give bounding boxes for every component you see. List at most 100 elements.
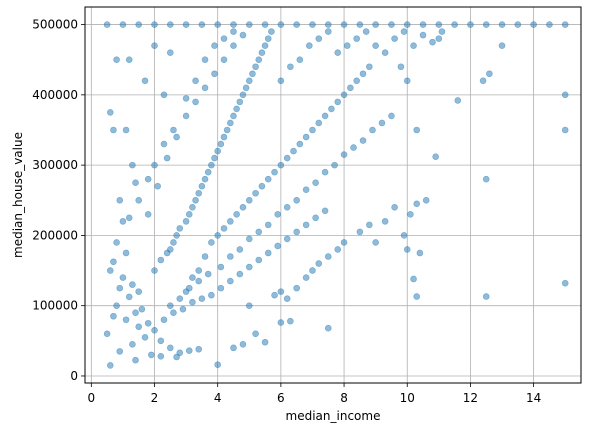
- data-point: [290, 147, 297, 155]
- data-point: [236, 98, 244, 106]
- data-point: [261, 338, 269, 346]
- data-point: [264, 175, 272, 183]
- data-point: [353, 35, 360, 42]
- x-tick-label: 0: [87, 391, 95, 405]
- data-point: [208, 291, 215, 299]
- data-point: [277, 77, 285, 85]
- data-point: [261, 42, 269, 49]
- data-point: [255, 228, 263, 236]
- data-point: [321, 112, 329, 120]
- data-point: [122, 126, 130, 134]
- data-point: [366, 221, 373, 229]
- data-point: [163, 154, 171, 162]
- x-tick-label: 8: [340, 391, 348, 405]
- data-point: [227, 277, 234, 285]
- data-point: [170, 126, 177, 134]
- data-point: [388, 112, 395, 120]
- data-point: [144, 175, 152, 183]
- data-point: [170, 239, 177, 246]
- data-point: [347, 84, 354, 92]
- data-point: [391, 203, 398, 211]
- x-tick-label: 4: [214, 391, 222, 405]
- data-point: [176, 349, 184, 357]
- data-point: [356, 21, 364, 28]
- data-point: [214, 147, 221, 155]
- data-point: [185, 211, 193, 218]
- data-point: [287, 63, 294, 71]
- data-point: [201, 56, 209, 64]
- data-point: [208, 239, 215, 246]
- data-point: [220, 56, 228, 64]
- data-point: [309, 267, 316, 274]
- data-point: [258, 49, 266, 56]
- data-point: [217, 140, 225, 148]
- data-point: [230, 42, 237, 49]
- data-point: [324, 253, 332, 260]
- data-point: [340, 151, 348, 158]
- x-axis-ticks: 0 2 4 6 8 10 12 14: [87, 383, 541, 405]
- data-point: [321, 207, 329, 215]
- data-point: [204, 270, 212, 278]
- data-point: [372, 239, 379, 246]
- data-point: [116, 284, 124, 292]
- data-point: [274, 211, 282, 218]
- data-point: [546, 21, 553, 28]
- data-point: [227, 218, 234, 225]
- data-point: [264, 221, 272, 229]
- data-point: [173, 232, 180, 239]
- data-point: [135, 323, 143, 331]
- data-point: [220, 133, 228, 141]
- data-point: [160, 140, 168, 148]
- data-point: [182, 218, 190, 225]
- data-point: [157, 352, 165, 360]
- data-point: [388, 21, 395, 28]
- data-point: [242, 84, 250, 92]
- data-point: [185, 347, 193, 354]
- data-point: [350, 144, 357, 151]
- y-tick-label: 500000: [32, 18, 78, 32]
- data-point: [403, 21, 411, 28]
- x-tick-label: 14: [526, 391, 541, 405]
- data-point: [179, 305, 187, 313]
- y-axis-ticks: 0 100000 200000 300000 400000 500000: [32, 18, 85, 383]
- data-point: [296, 56, 304, 64]
- data-point: [334, 246, 342, 253]
- data-point: [479, 77, 487, 85]
- data-point: [195, 345, 203, 353]
- data-point: [106, 267, 114, 274]
- data-point: [561, 21, 569, 28]
- data-point: [176, 295, 184, 302]
- y-tick-label: 300000: [32, 158, 78, 172]
- data-point: [271, 168, 278, 176]
- data-point: [144, 211, 152, 218]
- data-point: [185, 284, 193, 292]
- data-point: [195, 267, 203, 274]
- data-point: [135, 288, 143, 295]
- data-point: [252, 63, 259, 71]
- scatter-points: [103, 21, 569, 369]
- data-point: [293, 21, 300, 28]
- data-point: [239, 341, 247, 348]
- data-point: [274, 242, 282, 250]
- data-point: [227, 253, 234, 260]
- data-point: [498, 21, 506, 28]
- y-tick-label: 100000: [32, 299, 78, 313]
- data-point: [302, 274, 310, 281]
- data-point: [331, 161, 338, 169]
- data-point: [378, 119, 386, 127]
- data-point: [198, 21, 206, 28]
- data-point: [116, 348, 124, 355]
- data-point: [195, 189, 203, 197]
- data-point: [372, 21, 379, 28]
- data-point: [277, 161, 285, 169]
- y-tick-label: 200000: [32, 228, 78, 242]
- data-point: [381, 49, 389, 56]
- data-point: [419, 31, 427, 39]
- data-point: [245, 196, 253, 204]
- data-point: [312, 214, 319, 222]
- data-point: [227, 119, 234, 127]
- data-point: [340, 239, 348, 246]
- data-point: [198, 182, 206, 190]
- data-point: [334, 98, 342, 106]
- data-point: [132, 356, 139, 364]
